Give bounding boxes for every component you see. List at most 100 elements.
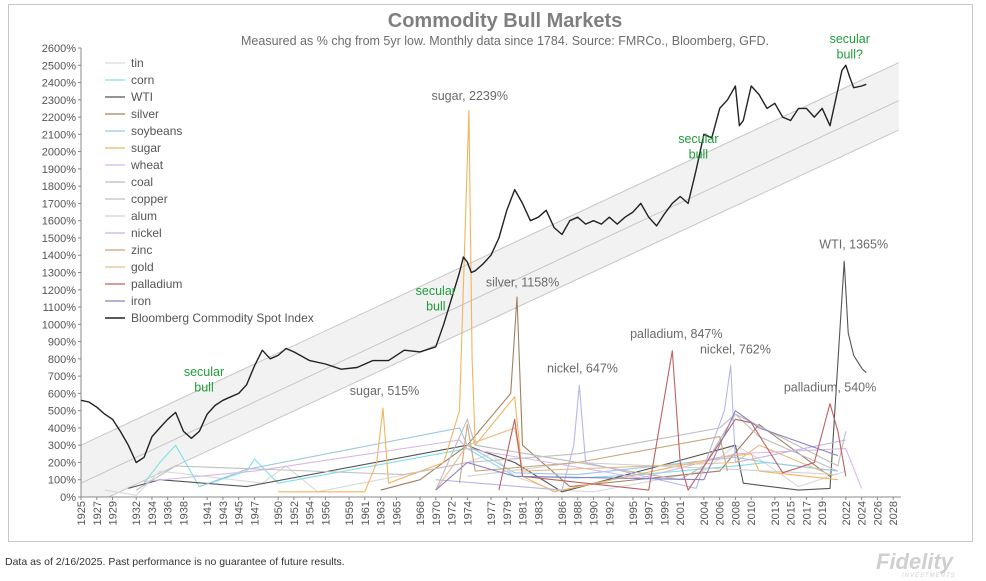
legend-label: wheat [130,158,164,172]
legend-label: alum [131,209,157,223]
x-tick-label: 1945 [234,501,246,525]
x-tick-label: 2026 [872,501,884,525]
annotation-secular-bull: bull [689,148,708,162]
x-tick-label: 1943 [218,501,230,525]
x-tick-label: 1974 [462,501,474,525]
series-line-sugar [278,109,838,493]
x-tick-label: 1941 [202,501,214,525]
y-tick-label: 1000% [42,319,76,331]
y-tick-label: 2300% [42,95,76,107]
x-tick-label: 2006 [715,501,727,525]
annotation-peak-label: nickel, 647% [547,362,618,376]
x-tick-label: 2008 [730,501,742,525]
annotation-peak-label: WTI, 1365% [819,237,888,251]
trend-line-lower [108,129,899,498]
annotation-secular-bull: secular [830,32,870,46]
x-tick-label: 1981 [518,501,530,525]
x-tick-label: 2015 [786,501,798,525]
y-tick-label: 900% [48,337,76,349]
x-tick-label: 1997 [644,501,656,525]
legend: tin corn WTI silver soybeans sugar wheat coal co… [105,56,314,325]
series-line-tin [104,444,846,496]
annotation-peak-label: nickel, 762% [700,343,771,357]
x-tick-label: 1972 [447,501,459,525]
x-tick-label: 2019 [817,501,829,525]
legend-label: corn [131,73,154,87]
legend-label: zinc [131,243,152,257]
y-tick-label: 1900% [42,164,76,176]
chart-title: Commodity Bull Markets [388,10,622,32]
y-tick-label: 2500% [42,60,76,72]
x-tick-label: 2001 [675,501,687,525]
series-line-copper [135,413,839,491]
y-tick-label: 2000% [42,147,76,159]
x-tick-label: 1929 [108,501,120,525]
trend-channel-fill [81,62,899,498]
legend-label: nickel [131,226,162,240]
x-tick-label: 2004 [699,501,711,525]
trend-line-middle [80,100,899,484]
series-line-iron [435,410,839,491]
chart-subtitle: Measured as % chg from 5yr low. Monthly … [241,34,769,48]
trend-line-upper [80,62,899,446]
legend-label: tin [131,56,144,70]
x-tick-label: 1979 [502,501,514,525]
svg-text:Fidelity: Fidelity [876,549,955,574]
series-line-palladium [498,350,847,491]
y-tick-label: 1600% [42,216,76,228]
annotation-secular-bull: secular [184,365,224,379]
x-tick-label: 1932 [131,501,143,525]
y-tick-label: 2200% [42,112,76,124]
y-tick-label: 400% [48,423,76,435]
legend-label: copper [131,192,168,206]
annotation-peak-label: palladium, 847% [630,327,722,341]
y-tick-label: 1800% [42,181,76,193]
series-line-coal [435,413,847,491]
x-tick-label: 1938 [179,501,191,525]
y-tick-label: 1700% [42,198,76,210]
series-line-soybeans [199,427,838,488]
annotation-secular-bull: secular [416,284,456,298]
x-tick-label: 1983 [533,501,545,525]
svg-text:INVESTMENTS: INVESTMENTS [902,573,956,578]
legend-label: iron [131,294,151,308]
y-tick-label: 1500% [42,233,76,245]
x-tick-label: 1956 [320,501,332,525]
y-tick-label: 1300% [42,268,76,280]
x-tick-label: 2010 [746,501,758,525]
x-tick-label: 1968 [415,501,427,525]
legend-label: sugar [131,141,161,155]
y-tick-label: 100% [48,475,76,487]
y-tick-label: 2100% [42,129,76,141]
y-tick-label: 1200% [42,285,76,297]
y-tick-label: 2600% [42,43,76,55]
legend-label: gold [131,260,154,274]
x-tick-label: 1970 [431,501,443,525]
series-line-nickel [435,364,846,491]
annotation-secular-bull: secular [678,132,718,146]
x-tick-label: 1990 [589,501,601,525]
y-tick-label: 2400% [42,78,76,90]
legend-label: silver [131,107,159,121]
y-tick-label: 1400% [42,250,76,262]
legend-label: Bloomberg Commodity Spot Index [131,311,314,325]
annotation-peak-label: silver, 1158% [486,275,559,289]
series-line-corn [143,444,838,488]
legend-label: soybeans [131,124,182,138]
x-tick-label: 1947 [249,501,261,525]
x-tick-label: 1961 [360,501,372,525]
trend-channel [80,62,899,498]
legend-label: palladium [131,277,182,291]
y-tick-label: 800% [48,354,76,366]
legend-label: coal [131,175,153,189]
x-tick-label: 1950 [273,501,285,525]
annotation-secular-bull: bull [194,381,213,395]
annotation-peak-label: sugar, 515% [350,384,420,398]
series-line-gold [435,427,831,491]
x-tick-label: 1986 [557,501,569,525]
x-tick-label: 1988 [573,501,585,525]
x-tick-label: 1952 [289,501,301,525]
annotation-secular-bull: bull [426,299,445,313]
chart: Commodity Bull Markets Measured as % chg… [42,10,901,525]
x-tick-label: 1927 [92,501,104,525]
